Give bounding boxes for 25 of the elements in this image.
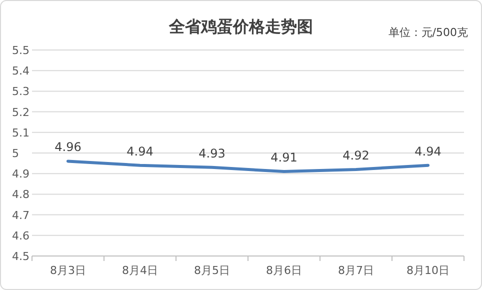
data-label: 4.96 (54, 140, 82, 154)
data-label: 4.94 (414, 144, 442, 158)
x-tick-label: 8月6日 (266, 264, 302, 277)
y-tick-label: 5 (12, 147, 19, 160)
y-tick-label: 4.9 (12, 168, 30, 181)
y-tick-label: 5.2 (12, 106, 30, 119)
x-tick-label: 8月4日 (122, 264, 158, 277)
y-tick-label: 4.8 (12, 188, 30, 202)
x-tick-label: 8月10日 (406, 264, 450, 277)
y-tick-label: 5.5 (12, 44, 30, 57)
y-tick-label: 4.7 (12, 208, 30, 222)
y-tick-label: 4.6 (12, 229, 30, 242)
y-tick-label: 5.1 (12, 126, 30, 140)
data-label: 4.92 (342, 148, 370, 162)
y-tick-label: 5.4 (12, 64, 30, 78)
data-label: 4.91 (270, 150, 298, 165)
x-tick-label: 8月3日 (50, 264, 86, 277)
text: 单位：元/500克 (388, 26, 468, 39)
x-tick-label: 8月7日 (338, 264, 374, 277)
y-tick-label: 4.5 (12, 250, 30, 263)
y-tick-label: 5.3 (12, 85, 30, 98)
x-tick-label: 8月5日 (194, 264, 230, 277)
data-label: 4.94 (126, 144, 154, 158)
data-label: 4.93 (198, 146, 226, 160)
chart-title: 全省鸡蛋价格走势图 (168, 17, 313, 36)
